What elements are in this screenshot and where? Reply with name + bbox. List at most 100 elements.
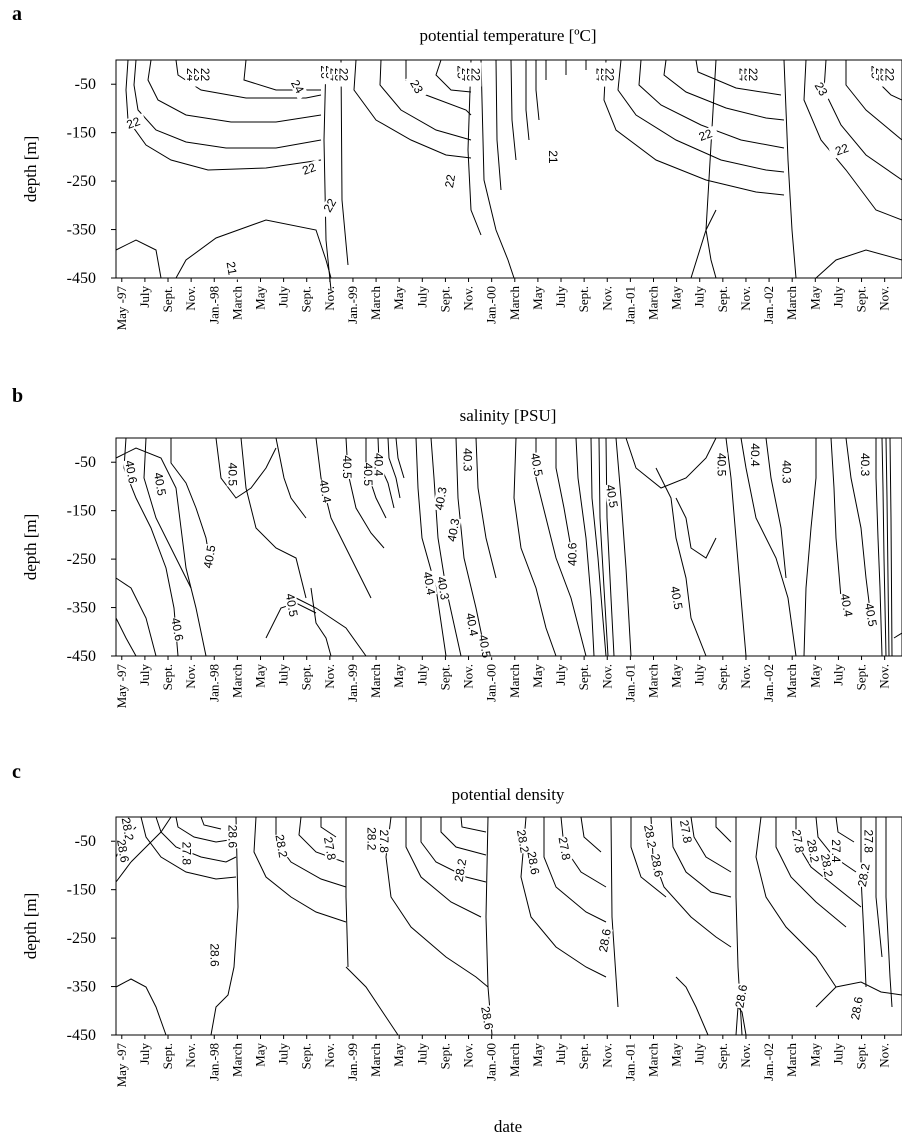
y-axis-label: depth [m] <box>21 514 40 581</box>
contour-label-bg <box>435 575 452 602</box>
x-tick-label: Sept. <box>715 1043 730 1069</box>
contour-label-bg <box>114 838 131 864</box>
y-tick-labels: -50 -150 -250 -350 -450 <box>67 76 116 287</box>
x-tick-label: May <box>530 664 545 688</box>
contour-label: 40.5 <box>151 471 169 497</box>
contour-line <box>200 816 222 830</box>
x-tick-label: Jan.-99 <box>345 664 360 702</box>
contour-label: 21 <box>546 150 560 164</box>
contour-label-bg <box>479 1005 496 1031</box>
panel-title: potential density <box>452 785 565 804</box>
contour-line <box>440 817 487 856</box>
contour-label-bg <box>378 829 391 854</box>
x-tick-label: May <box>669 286 684 310</box>
x-tick-label: May <box>252 664 267 688</box>
x-tick-label: May <box>530 286 545 310</box>
contour-label-bg <box>830 838 843 863</box>
x-tick-label: May -97 <box>114 664 129 709</box>
contour-line <box>885 817 893 1008</box>
contour-label-bg <box>180 841 193 866</box>
contour-line <box>240 437 307 599</box>
contour-label: 22 <box>882 68 896 82</box>
x-tick-label: July <box>414 1043 429 1065</box>
contour-label: 28.6 <box>114 838 132 864</box>
contour-label-bg <box>273 833 290 859</box>
contour-line <box>625 437 717 489</box>
contour-line <box>715 817 732 843</box>
contour-label-bg <box>208 943 221 968</box>
x-tick-label: Sept. <box>160 1043 175 1069</box>
contour-label: 40.4 <box>748 443 762 467</box>
contour-line <box>115 816 172 883</box>
y-tick-label: -50 <box>75 76 96 93</box>
x-tick-label: March <box>229 286 244 320</box>
y-tick-label: -250 <box>67 173 96 190</box>
y-axis-label: depth [m] <box>21 893 40 960</box>
contour-label-bg <box>461 447 474 472</box>
x-tick-label: Sept. <box>437 1043 452 1069</box>
x-tick-label: March <box>784 1043 799 1077</box>
x-tick-label: Sept. <box>437 664 452 690</box>
contour-label: 22 <box>468 68 482 82</box>
contour-label: 27.4 <box>829 839 843 863</box>
contour-line <box>845 60 902 141</box>
contour-line <box>275 817 347 888</box>
contour-label: 23 <box>812 80 831 99</box>
contour-label: 28.2 <box>272 833 290 859</box>
x-tick-label: Jan.-00 <box>484 286 499 324</box>
contour-label: 40.5 <box>668 585 686 611</box>
contour-line <box>755 816 837 988</box>
contour-line <box>815 249 902 279</box>
contour-label: 22 <box>746 68 760 82</box>
contour-label: 40.5 <box>361 463 375 487</box>
contour-line <box>435 59 472 93</box>
contour-label-bg <box>668 585 685 611</box>
contour-line <box>740 437 797 657</box>
contour-line <box>525 60 530 141</box>
y-tick-label: -50 <box>75 833 96 850</box>
contour-line <box>143 437 192 589</box>
x-tick-label: March <box>229 1043 244 1077</box>
contour-label: 28.6 <box>524 850 542 876</box>
contour-label: 22 <box>442 173 458 189</box>
x-tick-label: May <box>391 286 406 310</box>
x-tick-label: July <box>553 286 568 308</box>
x-tick-label: March <box>784 664 799 698</box>
x-tick-label: March <box>368 286 383 320</box>
x-tick-label: July <box>692 286 707 308</box>
y-tick-label: -450 <box>67 648 96 665</box>
contour-label-bg <box>789 828 806 855</box>
x-tick-label: Nov. <box>183 664 198 689</box>
contour-label: 40.4 <box>463 612 481 638</box>
contour-lines <box>115 59 902 291</box>
contour-line <box>295 597 367 657</box>
x-tick-label: July <box>553 1043 568 1065</box>
x-tick-label: Jan.-00 <box>484 664 499 702</box>
contour-label: 40.4 <box>316 479 334 505</box>
contour-line <box>123 437 179 657</box>
contour-label: 28.6 <box>732 983 750 1009</box>
y-tick-label: -150 <box>67 503 96 520</box>
contour-line <box>603 59 785 196</box>
y-tick-label: -250 <box>67 551 96 568</box>
contour-lines <box>115 816 902 1036</box>
x-tick-label: Jan.-98 <box>206 1043 221 1081</box>
contour-label-bg <box>372 452 385 477</box>
contour-line <box>480 59 515 279</box>
x-tick-label: March <box>507 1043 522 1077</box>
contour-line <box>650 816 732 948</box>
x-tick-labels: May -97 July Sept. Nov. Jan.-98 March May July S… <box>114 278 902 330</box>
contour-line <box>175 219 332 279</box>
x-tick-label: Nov. <box>183 1043 198 1068</box>
x-tick-label: July <box>830 664 845 686</box>
x-tick-label: Nov. <box>322 664 337 689</box>
x-tick-label: March <box>645 1043 660 1077</box>
contour-line <box>875 817 883 958</box>
x-tick-label: July <box>137 1043 152 1065</box>
x-axis-label: date <box>494 1117 522 1136</box>
x-tick-label: Nov. <box>599 664 614 689</box>
contour-label-bg <box>469 62 482 87</box>
x-tick-label: July <box>553 664 568 686</box>
contour-line <box>617 59 785 173</box>
